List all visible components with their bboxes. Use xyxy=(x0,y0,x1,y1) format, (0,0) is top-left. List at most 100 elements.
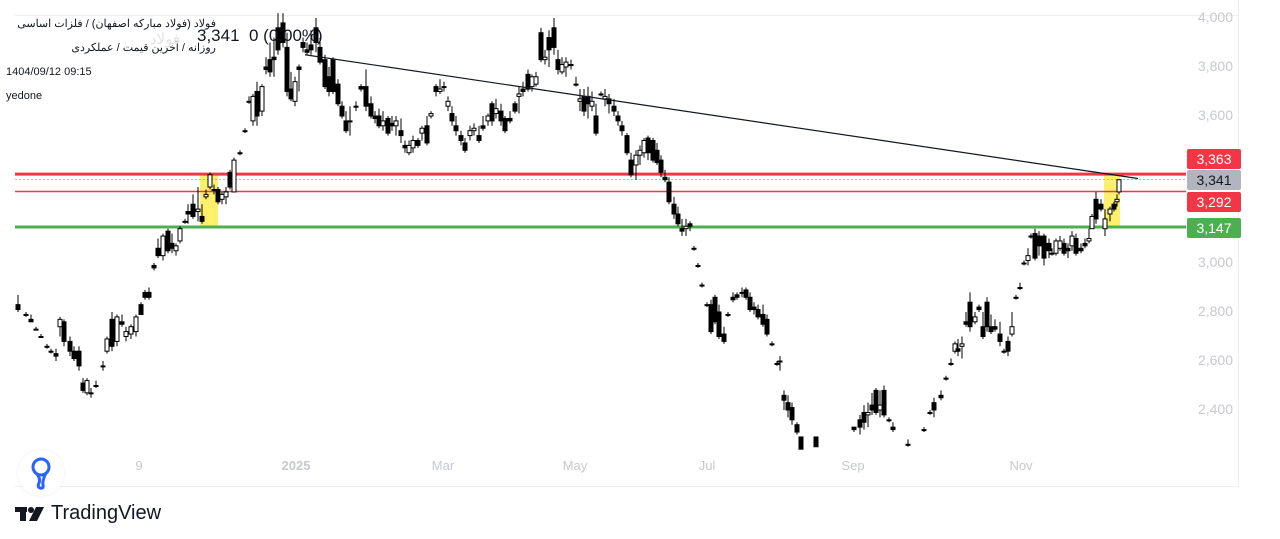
tradingview-logo-icon xyxy=(15,506,44,521)
price-tag-3341[interactable]: 3,341 xyxy=(1187,170,1241,190)
candle xyxy=(339,105,345,117)
candle xyxy=(61,321,67,342)
candle xyxy=(109,318,115,347)
candle xyxy=(284,46,290,92)
candle xyxy=(1005,340,1011,352)
price-tag-3363[interactable]: 3,363 xyxy=(1187,149,1241,169)
candle xyxy=(1001,350,1007,353)
candle xyxy=(959,343,965,347)
candle xyxy=(33,328,39,331)
candle xyxy=(1025,255,1031,262)
last-price-value: 3,341 xyxy=(197,26,240,45)
candle xyxy=(931,402,937,411)
candle xyxy=(203,193,209,198)
candle xyxy=(865,411,871,416)
candle xyxy=(38,336,44,338)
candle xyxy=(938,394,944,399)
candle xyxy=(155,247,161,257)
candle xyxy=(498,110,504,122)
candle xyxy=(358,86,364,90)
candle xyxy=(104,338,110,352)
candle xyxy=(53,353,59,357)
y-tick-label: 4,000 xyxy=(1197,9,1233,25)
candle xyxy=(1078,247,1084,252)
candle xyxy=(441,86,447,89)
tradingview-app-button[interactable] xyxy=(18,450,64,496)
x-tick-label: Nov xyxy=(1009,458,1033,473)
candle xyxy=(716,311,722,337)
candle xyxy=(861,411,867,423)
x-tick-label: May xyxy=(562,458,588,473)
candle xyxy=(160,235,166,257)
candle xyxy=(368,103,374,117)
candle xyxy=(1107,208,1113,215)
candle xyxy=(1089,215,1095,230)
chart-pane[interactable] xyxy=(15,0,1239,487)
candle xyxy=(471,127,477,132)
candle xyxy=(633,154,639,166)
candle xyxy=(658,159,664,173)
price-tag-3147[interactable]: 3,147 xyxy=(1187,218,1241,238)
candle xyxy=(777,360,783,363)
candle xyxy=(493,108,499,115)
candle xyxy=(1069,235,1075,247)
candle xyxy=(424,125,430,144)
candle xyxy=(254,91,260,117)
candle xyxy=(1009,326,1015,335)
candle xyxy=(619,125,625,132)
candle xyxy=(520,88,526,93)
candle xyxy=(292,81,298,102)
candle xyxy=(267,59,273,73)
tradingview-brand[interactable]: TradingView xyxy=(15,502,161,525)
candle xyxy=(721,333,727,342)
trendline[interactable] xyxy=(304,54,1139,180)
candle xyxy=(1111,203,1117,210)
candle xyxy=(237,152,243,155)
candle xyxy=(195,208,201,213)
candle xyxy=(211,189,217,191)
candle xyxy=(905,443,911,446)
candle xyxy=(419,127,425,134)
candle xyxy=(199,215,205,222)
candle xyxy=(1013,296,1019,299)
candle xyxy=(223,191,229,198)
price-tag-3292[interactable]: 3,292 xyxy=(1187,192,1241,212)
candle xyxy=(100,365,106,368)
candle xyxy=(529,76,535,88)
candle xyxy=(743,289,749,298)
last-price-readout: 3,341 0 (0.00%) xyxy=(197,26,323,46)
candle xyxy=(128,326,134,335)
candle xyxy=(138,304,144,315)
candle xyxy=(23,313,29,316)
candle xyxy=(988,326,994,333)
candle xyxy=(71,350,77,360)
candle xyxy=(624,135,630,154)
candle xyxy=(851,426,857,431)
candle xyxy=(1053,240,1059,254)
candle xyxy=(927,411,933,414)
candle xyxy=(760,313,766,325)
highlight-boxes xyxy=(200,174,1120,227)
candle xyxy=(687,223,693,227)
candle xyxy=(798,436,804,450)
candle xyxy=(215,189,221,203)
candle xyxy=(76,350,82,367)
candle xyxy=(577,98,583,102)
candle xyxy=(80,382,86,391)
candle xyxy=(512,103,518,112)
candle xyxy=(573,83,579,86)
trendline-line[interactable] xyxy=(304,54,1139,180)
candle xyxy=(507,117,513,122)
candle xyxy=(984,301,990,328)
candle xyxy=(952,343,958,352)
symbol-title[interactable]: فولاد (فولاد مبارکه اصفهان) / فلزات اساس… xyxy=(17,18,216,30)
candle xyxy=(1021,262,1027,265)
candle xyxy=(326,76,332,93)
candle xyxy=(559,64,565,73)
candle xyxy=(169,242,175,249)
candle xyxy=(410,140,416,149)
candle xyxy=(467,130,473,137)
y-tick-label: 3,800 xyxy=(1197,58,1233,74)
candle xyxy=(393,120,399,127)
